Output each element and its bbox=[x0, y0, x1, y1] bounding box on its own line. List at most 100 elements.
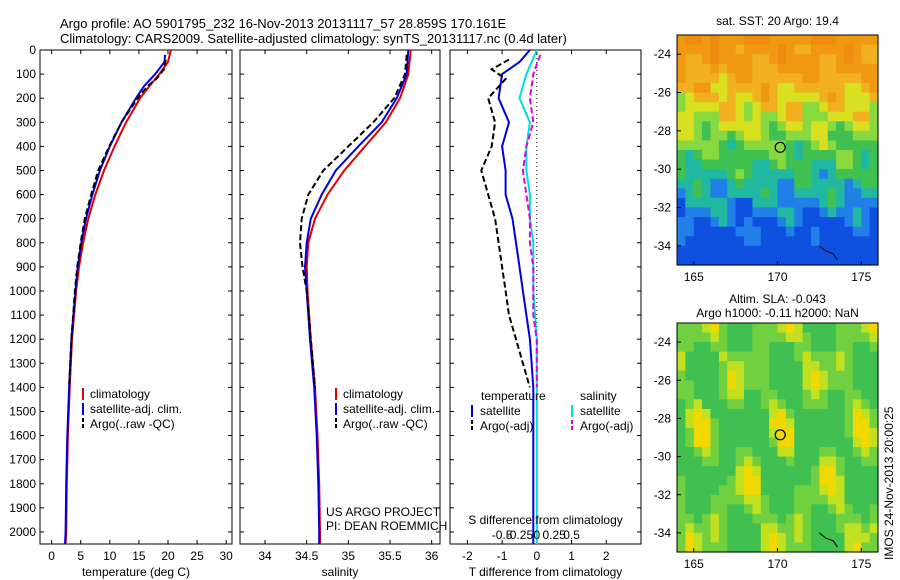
map-cell bbox=[718, 73, 728, 84]
map-cell bbox=[677, 428, 686, 439]
map-cell bbox=[827, 140, 837, 151]
map-cell bbox=[685, 102, 695, 113]
map-cell bbox=[769, 188, 779, 199]
map-cell bbox=[693, 130, 703, 141]
map-cell bbox=[685, 342, 695, 353]
map-cell bbox=[827, 207, 837, 218]
map-cell bbox=[769, 245, 779, 256]
map-cell bbox=[727, 102, 737, 113]
map-cell bbox=[752, 92, 762, 103]
map-cell bbox=[819, 140, 829, 151]
map-cell bbox=[752, 207, 762, 218]
map-cell bbox=[744, 207, 753, 218]
map-cell bbox=[752, 73, 762, 84]
map-cell bbox=[836, 504, 846, 515]
map-cell bbox=[802, 159, 812, 170]
map-cell bbox=[752, 236, 762, 247]
map-cell bbox=[727, 73, 737, 84]
map-cell bbox=[869, 111, 879, 122]
map-cell bbox=[785, 207, 795, 218]
map-cell bbox=[802, 361, 812, 372]
map-cell bbox=[760, 380, 770, 391]
map-cell bbox=[727, 504, 737, 515]
map-cell bbox=[760, 150, 770, 161]
map-cell bbox=[777, 370, 787, 381]
map-cell bbox=[794, 207, 804, 218]
map-cell bbox=[685, 532, 695, 543]
map-cell bbox=[744, 542, 753, 553]
map-cell bbox=[869, 447, 879, 458]
map-cell bbox=[752, 197, 762, 209]
map-cell bbox=[802, 150, 812, 161]
map-cell bbox=[727, 226, 737, 237]
map-cell bbox=[811, 342, 820, 353]
map-cell bbox=[836, 169, 846, 180]
map-cell bbox=[677, 323, 686, 334]
map-cell bbox=[777, 456, 787, 467]
map-cell bbox=[836, 92, 846, 103]
map-cell bbox=[769, 332, 779, 343]
map-cell bbox=[752, 35, 762, 46]
map-cell bbox=[794, 428, 804, 439]
map-cell bbox=[794, 380, 804, 391]
map-cell bbox=[744, 217, 753, 228]
map-cell bbox=[852, 494, 862, 505]
map-cell bbox=[844, 140, 854, 151]
map-cell bbox=[811, 475, 820, 486]
map-cell bbox=[727, 370, 737, 381]
map-y-tick-label: -34 bbox=[654, 239, 672, 253]
map-cell bbox=[685, 494, 695, 505]
map-cell bbox=[677, 342, 686, 353]
map-cell bbox=[794, 236, 804, 247]
map-cell bbox=[718, 178, 728, 189]
map-cell bbox=[760, 342, 770, 353]
map-cell bbox=[785, 428, 795, 439]
map-cell bbox=[735, 447, 745, 458]
map-cell bbox=[861, 188, 871, 199]
map-cell bbox=[777, 389, 787, 400]
map-cell bbox=[702, 82, 712, 94]
map-cell bbox=[794, 217, 804, 228]
map-cell bbox=[685, 370, 695, 381]
series-line-1 bbox=[480, 58, 531, 388]
map-cell bbox=[744, 380, 753, 391]
argo-location-marker bbox=[774, 141, 786, 153]
map-cell bbox=[727, 245, 737, 256]
map-cell bbox=[769, 323, 779, 334]
map-cell bbox=[710, 102, 720, 113]
map-cell bbox=[844, 159, 854, 170]
map-cell bbox=[744, 466, 753, 477]
map-cell bbox=[827, 494, 837, 505]
map-cell bbox=[785, 92, 795, 103]
map-cell bbox=[769, 92, 779, 103]
map-cell bbox=[752, 370, 762, 381]
map-cell bbox=[693, 150, 703, 161]
map-cell bbox=[727, 92, 737, 103]
map-cell bbox=[852, 513, 862, 524]
map-cell bbox=[727, 236, 737, 247]
map-cell bbox=[769, 197, 779, 209]
y-tick-label: 1200 bbox=[9, 332, 36, 346]
map-cell bbox=[836, 73, 846, 84]
map-cell bbox=[836, 418, 846, 429]
map-cell bbox=[836, 54, 846, 65]
map-cell bbox=[852, 437, 862, 448]
map-cell bbox=[760, 217, 770, 228]
y-tick-label: 200 bbox=[16, 91, 36, 105]
map-cell bbox=[819, 494, 829, 505]
map-cell bbox=[844, 418, 854, 429]
map-cell bbox=[718, 475, 728, 486]
map-cell bbox=[777, 130, 787, 141]
map-cell bbox=[735, 140, 745, 151]
map-cell bbox=[735, 513, 745, 524]
map-cell bbox=[794, 399, 804, 410]
map-cell bbox=[777, 523, 787, 534]
map-cell bbox=[702, 466, 712, 477]
map-cell bbox=[769, 82, 779, 94]
map-cell bbox=[718, 332, 728, 343]
map-cell bbox=[718, 226, 728, 237]
map-cell bbox=[861, 111, 871, 122]
map-cell bbox=[710, 130, 720, 141]
map-cell bbox=[844, 466, 854, 477]
map-cell bbox=[794, 44, 804, 55]
